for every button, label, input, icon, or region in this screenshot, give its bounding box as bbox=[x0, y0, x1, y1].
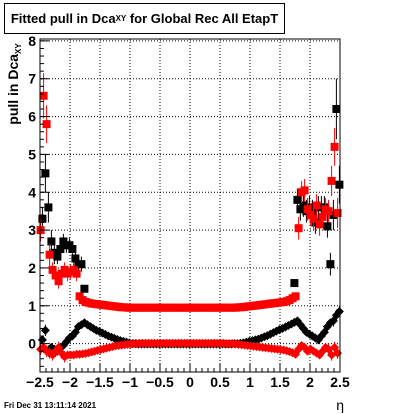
y-tick-label: 6 bbox=[28, 109, 36, 125]
data-point bbox=[312, 201, 321, 210]
chart-title: Fitted pull in Dca XY for Global Rec All … bbox=[4, 3, 285, 34]
data-point bbox=[290, 279, 299, 288]
data-point bbox=[40, 325, 50, 335]
chart-title-rest: for Global Rec All EtapT bbox=[126, 11, 279, 26]
y-axis-label-main: pull in Dca bbox=[5, 53, 21, 125]
data-point bbox=[327, 176, 336, 185]
y-tick-label: 5 bbox=[28, 146, 36, 162]
data-point bbox=[294, 224, 303, 233]
data-point bbox=[309, 214, 318, 223]
x-tick-label: −2 bbox=[62, 374, 78, 390]
y-tick-label: 1 bbox=[28, 298, 36, 314]
y-axis-label-sub: XY bbox=[14, 43, 23, 54]
x-axis-label: η bbox=[336, 397, 344, 413]
data-point bbox=[299, 201, 308, 210]
data-point bbox=[48, 265, 57, 274]
data-point bbox=[300, 186, 309, 195]
data-point bbox=[37, 335, 47, 345]
y-tick-label: 4 bbox=[28, 184, 36, 200]
data-point bbox=[51, 271, 60, 280]
data-point bbox=[326, 260, 335, 269]
x-tick-label: −1.5 bbox=[86, 374, 114, 390]
x-tick-label: −1 bbox=[122, 374, 138, 390]
timestamp: Fri Dec 31 13:11:14 2021 bbox=[4, 401, 97, 410]
data-point bbox=[54, 277, 63, 286]
axes: −2.5 −2 −1.5 −1 −0.5 0 0.5 1 1.5 2 2.5 0 1 2 3 4 5 6 7 8 bbox=[26, 33, 350, 390]
chart-title-main: Fitted pull in Dca bbox=[10, 11, 116, 26]
x-tick-label: 1.5 bbox=[270, 374, 290, 390]
y-tick-label: 0 bbox=[28, 336, 36, 352]
data-point bbox=[39, 91, 48, 100]
x-tick-label: 2 bbox=[306, 374, 314, 390]
data-point bbox=[77, 260, 86, 269]
y-tick-label: 8 bbox=[28, 33, 36, 49]
plot-markers bbox=[36, 73, 344, 363]
data-point bbox=[56, 245, 65, 254]
data-point bbox=[324, 207, 333, 216]
x-tick-label: 1 bbox=[246, 374, 254, 390]
data-point bbox=[291, 292, 300, 301]
data-point bbox=[315, 220, 324, 229]
data-point bbox=[330, 142, 339, 151]
x-tick-label: 0 bbox=[186, 374, 194, 390]
data-point bbox=[80, 284, 89, 293]
data-point bbox=[318, 212, 327, 221]
data-point bbox=[47, 237, 56, 246]
y-tick-label: 3 bbox=[28, 222, 36, 238]
x-tick-label: 2.5 bbox=[330, 374, 350, 390]
x-tick-label: −0.5 bbox=[146, 374, 174, 390]
data-point bbox=[41, 169, 50, 178]
data-point bbox=[303, 205, 312, 214]
data-point bbox=[332, 105, 341, 114]
data-point bbox=[44, 203, 53, 212]
data-point bbox=[42, 120, 51, 129]
y-axis-label: pull in DcaXY bbox=[5, 29, 23, 139]
data-point bbox=[329, 210, 338, 219]
y-tick-label: 2 bbox=[28, 260, 36, 276]
data-point bbox=[72, 269, 81, 278]
data-point bbox=[335, 180, 344, 189]
data-point bbox=[71, 254, 80, 263]
data-point bbox=[45, 250, 54, 259]
data-point bbox=[68, 245, 77, 254]
data-point bbox=[293, 195, 302, 204]
y-tick-label: 7 bbox=[28, 71, 36, 87]
chart-title-sub: XY bbox=[115, 14, 127, 23]
x-tick-label: 0.5 bbox=[210, 374, 230, 390]
data-point bbox=[323, 222, 332, 231]
data-point bbox=[334, 306, 344, 316]
data-point bbox=[53, 252, 62, 261]
x-tick-label: −2.5 bbox=[26, 374, 54, 390]
data-point bbox=[333, 209, 342, 218]
data-point bbox=[38, 214, 47, 223]
